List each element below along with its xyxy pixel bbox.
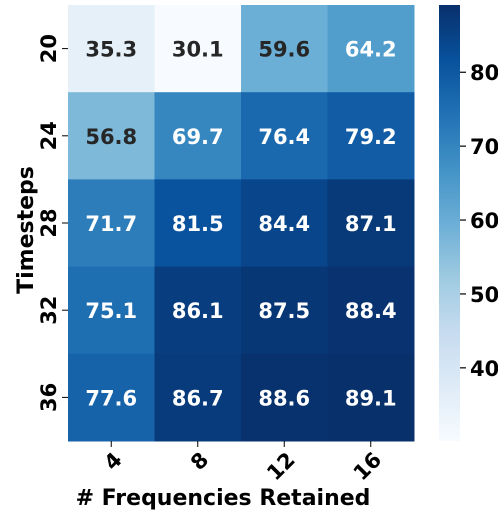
cell-value-label: 75.1 [85, 299, 137, 323]
heatmap-cell [68, 179, 155, 268]
heatmap-cell [154, 266, 242, 355]
colorbar-gradient [439, 5, 460, 441]
cell-value-label: 30.1 [172, 38, 224, 62]
cell-value-label: 86.7 [172, 386, 224, 410]
colorbar-ticks: 40 50 60 70 80 [460, 61, 498, 381]
heatmap-cell [68, 5, 155, 93]
heatmap-cell [154, 5, 242, 93]
cell-value-label: 87.1 [345, 212, 397, 236]
x-tick-label: 8 [186, 448, 213, 475]
heatmap-cell [68, 266, 155, 355]
heatmap-cell [68, 92, 155, 180]
colorbar-tick-label: 60 [470, 209, 498, 233]
cell-value-label: 76.4 [258, 125, 310, 149]
heatmap-cell [241, 5, 328, 93]
y-tick-label: 32 [37, 296, 61, 325]
y-tick-label: 28 [37, 208, 61, 237]
x-tick-label: 4 [99, 448, 126, 475]
y-tick-label: 20 [37, 34, 61, 63]
y-axis-label: Timesteps [14, 166, 39, 294]
heatmap-cell [327, 179, 415, 268]
cell-value-label: 87.5 [258, 299, 310, 323]
cell-value-label: 79.2 [345, 125, 397, 149]
heatmap-cell [241, 266, 328, 355]
heatmap-cell [154, 92, 242, 180]
cell-value-label: 35.3 [85, 38, 137, 62]
x-axis-label: # Frequencies Retained [76, 486, 371, 511]
cell-value-label: 77.6 [85, 386, 137, 410]
heatmap-cell [154, 179, 242, 268]
heatmap-cell [241, 353, 328, 442]
cell-value-label: 59.6 [258, 38, 310, 62]
cell-value-label: 89.1 [345, 386, 397, 410]
heatmap-cells [68, 5, 415, 442]
heatmap-cell [68, 353, 155, 442]
heatmap-cell-labels: 35.3 30.1 59.6 64.2 56.8 69.7 76.4 79.2 71.7 81.5… [85, 38, 396, 411]
x-axis-ticks: 4 8 12 16 [99, 441, 386, 485]
cell-value-label: 64.2 [345, 38, 397, 62]
x-tick-label: 16 [349, 448, 387, 486]
heatmap-cell [241, 179, 328, 268]
y-tick-label: 36 [37, 383, 61, 412]
y-tick-label: 24 [37, 121, 61, 150]
colorbar-tick-label: 50 [470, 283, 498, 307]
cell-value-label: 71.7 [85, 212, 137, 236]
cell-value-label: 84.4 [258, 212, 310, 236]
colorbar-tick-label: 70 [470, 135, 498, 159]
y-axis-ticks: 20 24 28 32 36 [37, 34, 68, 412]
heatmap-cell [327, 5, 415, 93]
cell-value-label: 88.4 [345, 299, 397, 323]
heatmap-cell [327, 92, 415, 180]
cell-value-label: 86.1 [172, 299, 224, 323]
heatmap-cell [327, 353, 415, 442]
cell-value-label: 88.6 [258, 386, 310, 410]
cell-value-label: 81.5 [172, 212, 224, 236]
heatmap-cell [327, 266, 415, 355]
cell-value-label: 69.7 [172, 125, 224, 149]
colorbar-tick-label: 40 [470, 357, 498, 381]
x-tick-label: 12 [262, 448, 300, 486]
colorbar: 40 50 60 70 80 [439, 5, 498, 441]
heatmap-cell [241, 92, 328, 180]
cell-value-label: 56.8 [85, 125, 137, 149]
colorbar-tick-label: 80 [470, 61, 498, 85]
heatmap-cell [154, 353, 242, 442]
